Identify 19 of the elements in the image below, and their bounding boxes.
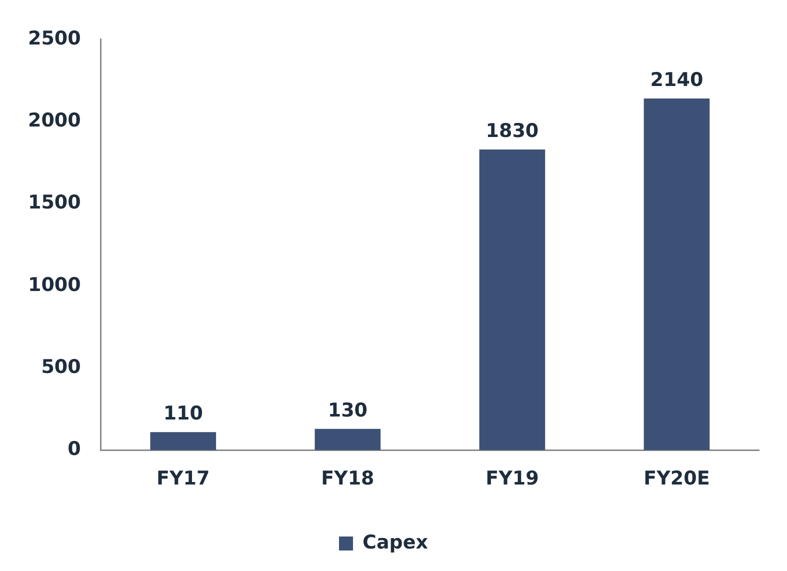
x-tick-label: FY19 [486, 468, 539, 490]
bar [150, 432, 216, 450]
data-label: 110 [163, 402, 203, 425]
bar [314, 428, 381, 450]
y-tick-label: 500 [41, 356, 81, 378]
bar [644, 98, 710, 450]
y-tick-label: 2000 [28, 109, 81, 132]
bar [479, 149, 546, 450]
legend-label: Capex [362, 531, 428, 554]
data-label: 1830 [486, 120, 539, 142]
y-tick-label: 2500 [28, 27, 81, 50]
data-label: 130 [328, 399, 368, 422]
data-label: 2140 [650, 68, 704, 91]
y-tick-label: 1500 [28, 192, 81, 214]
y-tick-label: 1000 [28, 274, 81, 296]
x-tick-label: FY17 [156, 468, 210, 490]
x-tick-label: FY20E [644, 468, 710, 490]
x-tick-label: FY18 [321, 468, 374, 490]
y-tick-label: 0 [68, 438, 81, 460]
